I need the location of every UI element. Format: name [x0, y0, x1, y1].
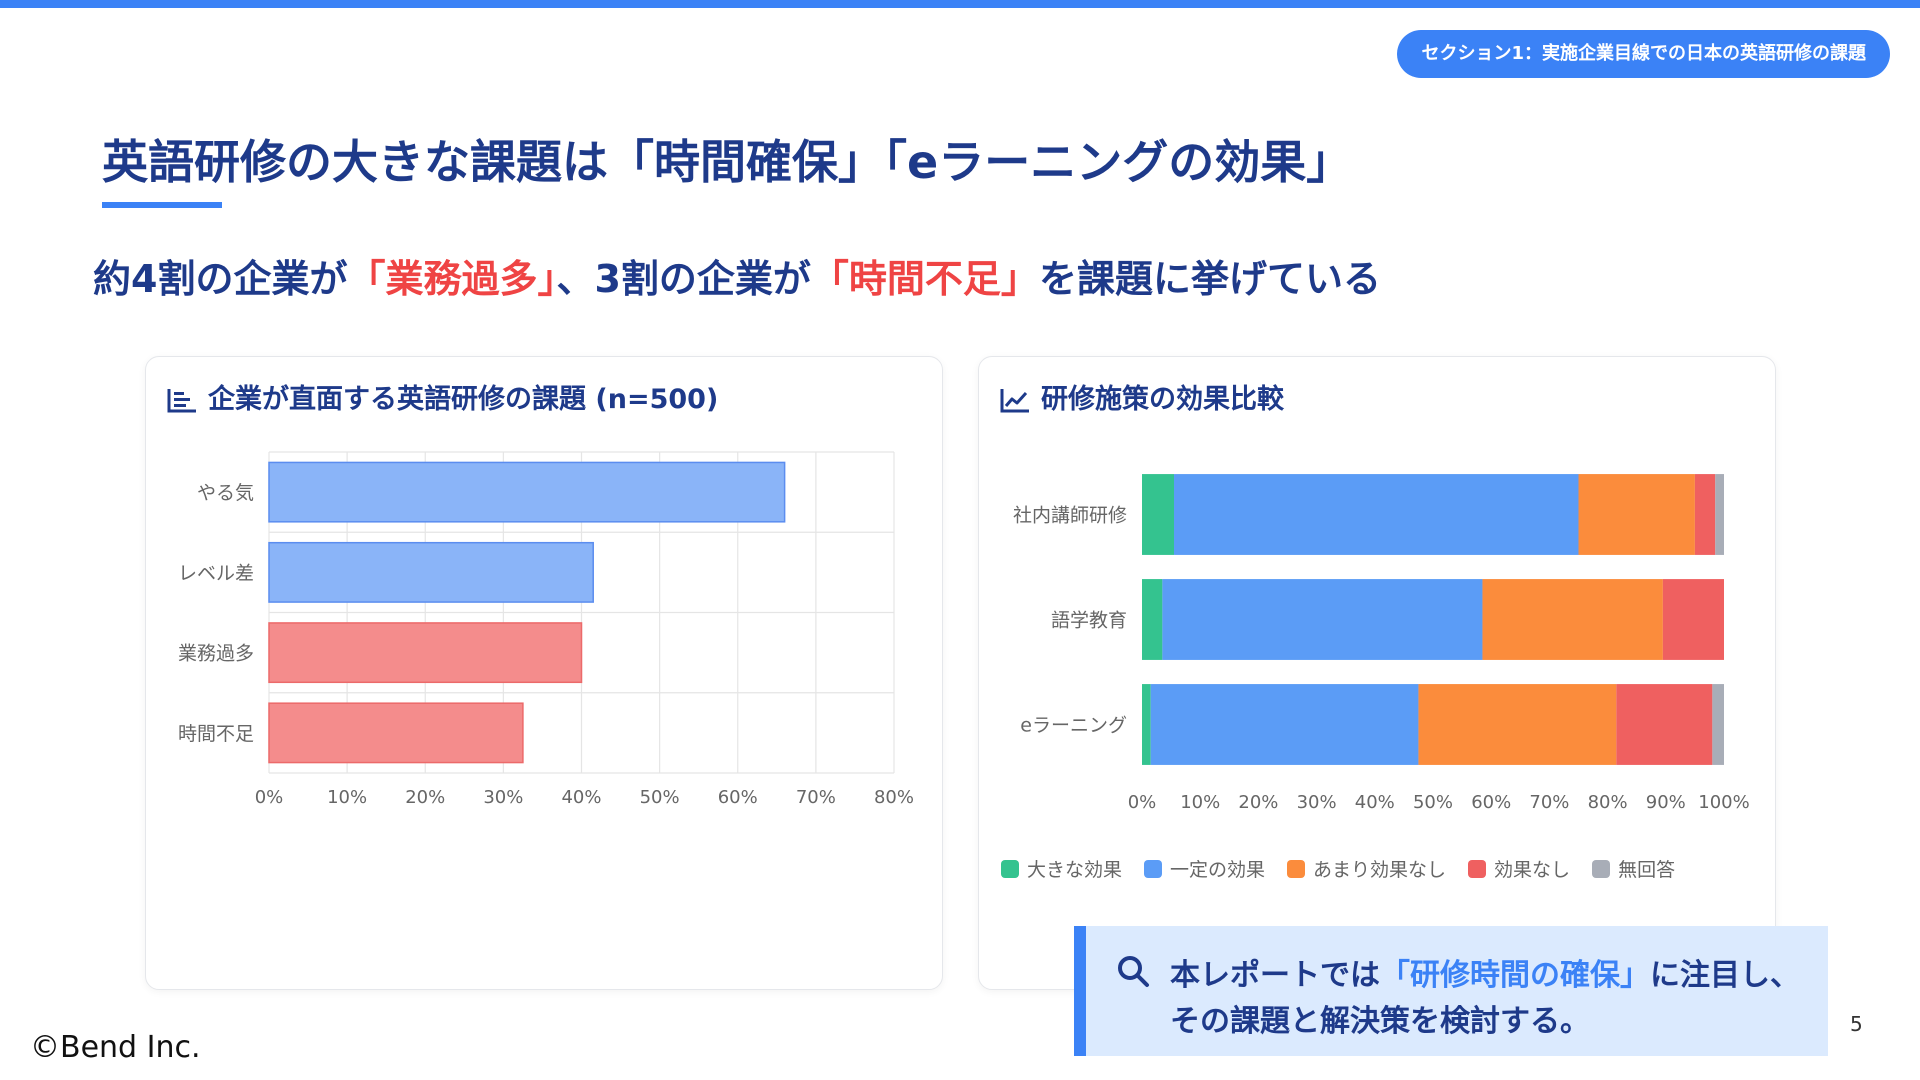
category-label: 語学教育	[1051, 610, 1127, 632]
x-tick-label: 60%	[718, 787, 758, 808]
x-tick-label: 100%	[1698, 792, 1749, 813]
category-label: やる気	[197, 482, 254, 504]
x-tick-label: 10%	[327, 787, 367, 808]
callout-text-a: 本レポートでは	[1170, 958, 1380, 993]
x-tick-label: 50%	[1413, 792, 1453, 813]
segment-2-row-0	[1578, 474, 1695, 555]
legend-item: 無回答	[1592, 855, 1675, 882]
line-chart-icon	[1000, 389, 1029, 413]
callout-highlight: 「研修時間の確保」	[1380, 958, 1650, 993]
legend-item: 効果なし	[1468, 855, 1570, 882]
effect-chart-title: 研修施策の効果比較	[999, 377, 1284, 416]
x-tick-label: 70%	[796, 787, 836, 808]
bar-item-0	[268, 461, 786, 523]
category-label: 業務過多	[178, 643, 254, 665]
x-tick-label: 30%	[1297, 792, 1337, 813]
report-focus-callout: 本レポートでは「研修時間の確保」に注目し、 その課題と解決策を検討する。	[1074, 926, 1828, 1056]
legend-label: 効果なし	[1494, 859, 1571, 881]
legend-item: 一定の効果	[1144, 855, 1265, 882]
category-label: 社内講師研修	[1013, 505, 1127, 527]
category-label: レベル差	[178, 562, 254, 584]
x-tick-label: 10%	[1180, 792, 1220, 813]
segment-1-row-2	[1150, 684, 1419, 765]
legend-item: あまり効果なし	[1287, 855, 1446, 882]
challenges-chart-card: 0% 10% 20% 30% 40% 50% 60% 70% 80% やる気レベル差業務過多時間不…	[145, 356, 943, 990]
x-tick-label: 70%	[1529, 792, 1569, 813]
segment-2-row-1	[1482, 579, 1663, 660]
segment-4-row-0	[1715, 474, 1724, 555]
x-tick-label: 0%	[255, 787, 284, 808]
segment-1-row-0	[1174, 474, 1579, 555]
page-number: 5	[1850, 1012, 1863, 1036]
x-tick-label: 20%	[405, 787, 445, 808]
legend-label: 無回答	[1618, 859, 1676, 881]
bar-item-1	[268, 541, 594, 603]
bar-item-3	[268, 702, 524, 764]
legend-swatch	[1001, 859, 1019, 878]
x-tick-label: 80%	[1588, 792, 1628, 813]
effect-chart-legend: 大きな効果 一定の効果 あまり効果なし 効果なし 無回答	[1001, 855, 1675, 882]
x-tick-label: 40%	[1355, 792, 1395, 813]
search-icon	[1118, 956, 1149, 987]
challenges-chart-title-text: 企業が直面する英語研修の課題 (n=500)	[208, 384, 719, 415]
bar-chart-icon	[167, 389, 196, 413]
x-tick-label: 90%	[1646, 792, 1686, 813]
x-tick-label: 30%	[483, 787, 523, 808]
x-tick-label: 80%	[874, 787, 914, 808]
copyright: ©Bend Inc.	[30, 1030, 201, 1065]
subtitle-part-2: 、3割の企業が	[556, 257, 811, 301]
callout-line-2: その課題と解決策を検討する。	[1170, 1004, 1590, 1039]
segment-1-row-1	[1162, 579, 1483, 660]
subtitle-part-1: 約4割の企業が	[93, 257, 348, 301]
segment-3-row-1	[1662, 579, 1724, 660]
subtitle-highlight-1: 「業務過多」	[347, 257, 557, 301]
legend-label: あまり効果なし	[1313, 859, 1447, 881]
legend-swatch	[1592, 859, 1611, 878]
effect-comparison-card: 0% 10% 20% 30% 40% 50% 60% 70% 80% 90% 100% 社内講師研修語…	[978, 356, 1776, 990]
challenges-bar-chart: 0% 10% 20% 30% 40% 50% 60% 70% 80% やる気レベル差業務過多時間不…	[178, 451, 914, 808]
x-tick-label: 50%	[640, 787, 680, 808]
x-tick-label: 40%	[561, 787, 601, 808]
legend-item: 大きな効果	[1001, 855, 1122, 882]
section-badge: セクション1：実施企業目線での日本の英語研修の課題	[1397, 30, 1890, 78]
subtitle-part-3: を課題に挙げている	[1038, 257, 1381, 301]
effect-chart-title-text: 研修施策の効果比較	[1041, 384, 1284, 415]
effect-stacked-bar-chart: 0% 10% 20% 30% 40% 50% 60% 70% 80% 90% 100% 社内講師研修語…	[1013, 474, 1750, 813]
segment-4-row-2	[1712, 684, 1724, 765]
bar-item-2	[268, 622, 583, 684]
segment-0-row-2	[1142, 684, 1151, 765]
callout-text-c: に注目し、	[1650, 958, 1800, 993]
segment-0-row-1	[1142, 579, 1163, 660]
page-subtitle: 約4割の企業が「業務過多」、3割の企業が「時間不足」を課題に挙げている	[93, 248, 1381, 303]
segment-0-row-0	[1142, 474, 1175, 555]
callout-line-1: 本レポートでは「研修時間の確保」に注目し、	[1170, 950, 1800, 994]
page-title: 英語研修の大きな課題は「時間確保」「eラーニングの効果」	[102, 135, 1353, 189]
title-underline	[102, 202, 222, 208]
category-label: eラーニング	[1020, 715, 1127, 737]
legend-swatch	[1287, 859, 1306, 878]
top-accent-bar	[0, 0, 1920, 8]
challenges-chart-title: 企業が直面する英語研修の課題 (n=500)	[166, 377, 718, 416]
legend-swatch	[1468, 859, 1487, 878]
subtitle-highlight-2: 「時間不足」	[810, 257, 1039, 301]
category-label: 時間不足	[178, 723, 254, 745]
x-tick-label: 0%	[1128, 792, 1157, 813]
legend-label: 大きな効果	[1027, 859, 1123, 881]
x-tick-label: 60%	[1471, 792, 1511, 813]
x-tick-label: 20%	[1238, 792, 1278, 813]
legend-label: 一定の効果	[1170, 859, 1266, 881]
legend-swatch	[1144, 859, 1163, 878]
segment-3-row-0	[1694, 474, 1716, 555]
segment-2-row-2	[1418, 684, 1617, 765]
segment-3-row-2	[1616, 684, 1713, 765]
